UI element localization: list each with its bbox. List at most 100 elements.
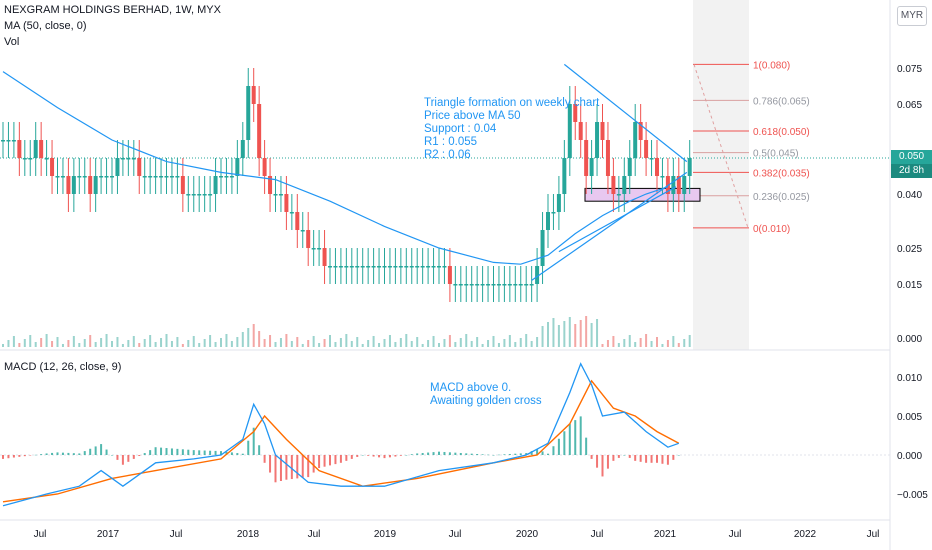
candle-body: [60, 176, 65, 178]
candle-body: [115, 158, 120, 176]
volume-bar: [557, 325, 560, 347]
volume-bar: [296, 337, 299, 347]
volume-bar: [612, 336, 615, 347]
volume-bar: [372, 336, 375, 347]
macd-histogram-bar: [269, 455, 272, 473]
macd-histogram-bar: [78, 453, 81, 455]
volume-bar: [519, 338, 522, 347]
candle-body: [6, 140, 11, 142]
time-axis-tick: Jul: [308, 529, 321, 540]
candle-body: [469, 284, 474, 286]
volume-bar: [334, 342, 337, 347]
macd-histogram-bar: [160, 447, 163, 455]
candle-body: [676, 176, 681, 194]
candle-body: [71, 176, 76, 194]
candle-body: [605, 140, 610, 176]
macd-histogram-bar: [481, 454, 484, 455]
candle-body: [535, 266, 540, 284]
candle-body: [382, 266, 387, 268]
macd-histogram-bar: [639, 455, 642, 462]
macd-histogram-bar: [274, 455, 277, 483]
candle-body: [120, 158, 125, 160]
macd-histogram-bar: [383, 455, 386, 459]
volume-bar: [465, 334, 468, 347]
macd-histogram-bar: [323, 455, 326, 467]
volume-bar: [72, 336, 75, 347]
candle-body: [262, 158, 267, 176]
macd-histogram-bar: [230, 452, 233, 455]
macd-histogram-bar: [612, 455, 615, 461]
macd-histogram-bar: [220, 451, 222, 455]
volume-bar: [432, 336, 435, 347]
volume-bar: [160, 338, 163, 347]
candle-body: [77, 176, 82, 178]
volume-bar: [127, 340, 130, 347]
candle-body: [360, 266, 365, 268]
candle-body: [486, 284, 491, 286]
time-axis-tick: 2018: [237, 529, 260, 540]
macd-axis-tick: 0.005: [897, 412, 922, 423]
macd-histogram-bar: [187, 449, 190, 455]
macd-annotation: MACD above 0. Awaiting golden cross: [430, 382, 542, 408]
candle-body: [88, 176, 93, 194]
volume-bar: [399, 338, 402, 347]
candle-body: [126, 158, 131, 160]
volume-bar: [274, 342, 277, 347]
volume-bar: [383, 339, 386, 347]
volume-bar: [241, 332, 244, 347]
candle-body: [33, 140, 38, 158]
price-axis-tick: 0.040: [897, 190, 922, 201]
macd-histogram-bar: [487, 454, 490, 456]
macd-histogram-bar: [296, 455, 299, 479]
candle-body: [278, 194, 283, 196]
volume-bar: [307, 340, 310, 347]
volume-bar: [427, 340, 430, 347]
macd-histogram-bar: [209, 450, 212, 455]
annotation-line: R1 : 0.055: [424, 136, 478, 148]
volume-bar: [378, 343, 381, 347]
candle-body: [257, 104, 262, 158]
macd-histogram-bar: [111, 455, 113, 456]
time-axis-tick: Jul: [34, 529, 47, 540]
candle-body: [589, 158, 594, 176]
macd-axis-tick: −0.005: [897, 490, 928, 501]
macd-histogram-bar: [438, 451, 440, 455]
annotation-line: R2 : 0.06: [424, 149, 471, 161]
macd-histogram-bar: [34, 454, 37, 456]
volume-bar: [443, 339, 446, 347]
candle-body: [137, 158, 142, 176]
macd-histogram-bar: [132, 455, 135, 459]
candle-body: [110, 176, 114, 178]
volume-bar: [279, 338, 282, 347]
volume-bar: [230, 341, 233, 347]
macd-histogram-bar: [339, 455, 342, 463]
candle-body: [208, 194, 213, 196]
macd-histogram-bar: [519, 453, 522, 455]
currency-button[interactable]: MYR: [897, 6, 927, 26]
volume-bar: [209, 335, 212, 347]
volume-bar: [149, 335, 152, 347]
macd-histogram-bar: [225, 451, 228, 455]
volume-bar: [574, 324, 577, 347]
macd-histogram-bar: [454, 452, 457, 455]
volume-bar: [247, 328, 250, 347]
candle-body: [671, 176, 676, 194]
macd-histogram-bar: [203, 450, 206, 455]
macd-histogram-bar: [617, 455, 620, 458]
volume-bar: [628, 335, 631, 347]
candle-body: [507, 284, 512, 286]
candle-body: [540, 230, 545, 266]
volume-bar: [416, 337, 419, 347]
candle-body: [229, 176, 234, 178]
candle-body: [295, 212, 300, 230]
volume-bar: [198, 343, 201, 347]
volume-bar: [154, 342, 157, 347]
time-axis-tick: 2020: [516, 529, 539, 540]
candle-body: [164, 176, 169, 178]
candle-body: [404, 266, 409, 268]
volume-bar: [617, 343, 620, 347]
macd-histogram-bar: [476, 453, 479, 455]
candle-body: [524, 284, 529, 286]
triangle-annotation: Triangle formation on weekly chart Price…: [424, 97, 599, 162]
